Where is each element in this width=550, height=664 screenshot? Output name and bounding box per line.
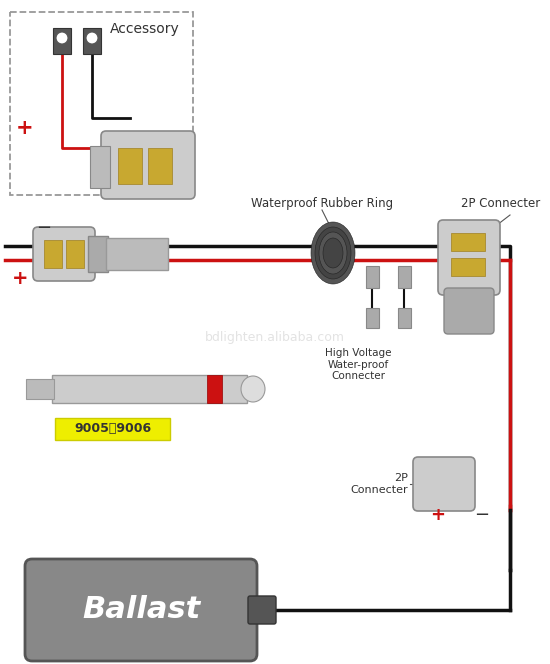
FancyBboxPatch shape bbox=[438, 220, 500, 295]
Bar bbox=[52, 375, 247, 403]
Bar bbox=[26, 379, 54, 399]
Bar bbox=[55, 418, 170, 440]
Text: Waterproof Rubber Ring: Waterproof Rubber Ring bbox=[251, 197, 393, 210]
Bar bbox=[451, 233, 485, 251]
Text: Ballast: Ballast bbox=[82, 596, 200, 625]
Text: +: + bbox=[16, 118, 34, 138]
Bar bbox=[207, 375, 222, 403]
Bar bbox=[106, 238, 168, 270]
Ellipse shape bbox=[241, 376, 265, 402]
Text: Accessory: Accessory bbox=[110, 22, 180, 36]
FancyBboxPatch shape bbox=[413, 457, 475, 511]
Circle shape bbox=[56, 32, 68, 44]
Bar bbox=[66, 240, 84, 268]
Ellipse shape bbox=[315, 227, 351, 279]
Text: 9005、9006: 9005、9006 bbox=[74, 422, 151, 436]
Text: High Voltage
Water-proof
Connecter: High Voltage Water-proof Connecter bbox=[324, 348, 391, 381]
Bar bbox=[366, 266, 379, 288]
Bar bbox=[398, 266, 411, 288]
Text: 2P Connecter: 2P Connecter bbox=[461, 197, 540, 210]
Bar bbox=[398, 308, 411, 328]
Bar bbox=[44, 240, 62, 268]
Text: +: + bbox=[431, 506, 446, 524]
Text: bdlighten.alibaba.com: bdlighten.alibaba.com bbox=[205, 331, 345, 345]
Ellipse shape bbox=[311, 222, 355, 284]
Bar bbox=[451, 258, 485, 276]
Text: −: − bbox=[36, 219, 52, 237]
Ellipse shape bbox=[323, 238, 343, 268]
Bar bbox=[366, 308, 379, 328]
Bar bbox=[53, 28, 71, 54]
FancyBboxPatch shape bbox=[25, 559, 257, 661]
Bar bbox=[118, 148, 142, 184]
FancyBboxPatch shape bbox=[101, 131, 195, 199]
FancyBboxPatch shape bbox=[33, 227, 95, 281]
Bar bbox=[148, 148, 172, 184]
Text: +: + bbox=[12, 268, 28, 288]
Bar bbox=[90, 146, 110, 188]
Bar bbox=[10, 12, 193, 195]
FancyBboxPatch shape bbox=[444, 288, 494, 334]
Ellipse shape bbox=[319, 232, 347, 274]
Bar bbox=[88, 236, 108, 272]
Text: 2P
Connecter: 2P Connecter bbox=[350, 473, 408, 495]
Bar bbox=[83, 28, 101, 54]
Circle shape bbox=[86, 32, 98, 44]
Text: −: − bbox=[475, 506, 490, 524]
FancyBboxPatch shape bbox=[248, 596, 276, 624]
